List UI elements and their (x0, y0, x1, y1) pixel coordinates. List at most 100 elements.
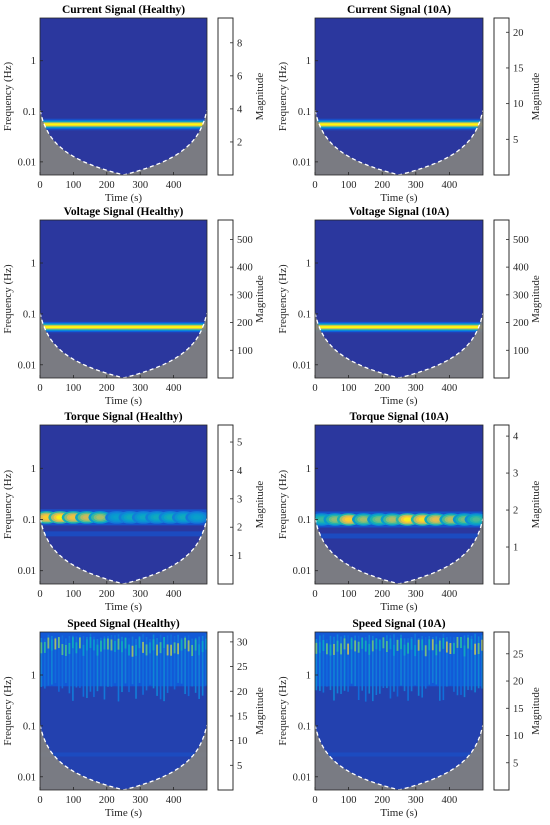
colorbar (217, 631, 234, 791)
axes-box (39, 631, 208, 791)
colorbar-tick-label: 400 (513, 263, 529, 274)
y-axis-label: Frequency (Hz) (277, 264, 289, 334)
colorbar-tick-label: 30 (237, 637, 248, 648)
chart-panel-6: 0 100 200 300 400 0.01 0.1 1 Torque Signal (10A)… (277, 411, 542, 613)
band-layer (40, 123, 207, 126)
x-tick-label: 300 (132, 180, 148, 191)
colorbar-tick-label: 400 (237, 263, 253, 274)
colorbar-tick-label: 15 (513, 63, 524, 74)
axes-box (314, 17, 484, 176)
y-tick-label: 1 (306, 259, 311, 270)
y-axis-label: Frequency (Hz) (277, 62, 289, 132)
chart-panel-3: 0 100 200 300 400 0.01 0.1 1 Voltage Signal (Hea… (2, 206, 266, 407)
colorbar-tick-label: 1 (513, 543, 518, 554)
colorbar-frame (217, 631, 234, 791)
y-tick-label: 0.01 (293, 772, 311, 783)
colorbar-tick-label: 8 (237, 38, 242, 49)
y-axis-label: Frequency (Hz) (2, 264, 14, 334)
y-tick-label: 0.01 (18, 157, 36, 168)
colorbar-label: Magnitude (254, 687, 266, 735)
colorbar-tick-label: 10 (513, 731, 524, 742)
colorbar-frame (217, 17, 234, 176)
axes-box (39, 424, 208, 585)
energy-peak (388, 517, 397, 522)
chart-title: Voltage Signal (10A) (349, 206, 450, 218)
x-axis-label: Time (s) (105, 192, 143, 204)
colorbar-tick-label: 20 (237, 687, 248, 698)
energy-peak (432, 517, 440, 522)
coi-shading (40, 313, 207, 378)
y-axis-label: Frequency (Hz) (277, 676, 289, 746)
scalogram-image (40, 220, 207, 378)
colorbar-frame (493, 424, 510, 585)
x-tick-label: 0 (37, 180, 42, 191)
colorbar-tick-label: 20 (513, 28, 524, 39)
coi-shading (315, 110, 483, 175)
scalogram-image (40, 18, 207, 175)
x-tick-label: 300 (408, 589, 424, 600)
band-layer (315, 326, 483, 329)
x-tick-label: 300 (132, 383, 148, 394)
colorbar-label: Magnitude (530, 275, 542, 323)
chart-title: Speed Signal (10A) (352, 618, 445, 630)
colorbar (493, 219, 510, 379)
y-tick-label: 1 (306, 464, 311, 475)
x-tick-label: 0 (312, 180, 317, 191)
colorbar-tick-label: 500 (513, 235, 529, 246)
y-tick-label: 0.1 (298, 721, 311, 732)
chart-panel-4: 0 100 200 300 400 0.01 0.1 1 Voltage Signal (10A… (277, 206, 542, 407)
x-tick-label: 200 (374, 795, 390, 806)
band-layer (315, 123, 483, 126)
y-axis-label: Frequency (Hz) (277, 470, 289, 540)
colorbar-frame (493, 631, 510, 791)
x-tick-label: 0 (312, 795, 317, 806)
colorbar-tick-label: 5 (513, 135, 518, 146)
hf-region (40, 632, 207, 687)
axes-box (314, 631, 484, 791)
x-tick-label: 100 (66, 383, 82, 394)
colorbar-tick-label: 5 (237, 438, 242, 449)
x-tick-label: 300 (408, 180, 424, 191)
scalogram-image (315, 425, 483, 584)
x-tick-label: 100 (66, 589, 82, 600)
colorbar-tick-label: 5 (237, 761, 242, 772)
lf-band (40, 752, 207, 757)
y-tick-label: 0.01 (18, 360, 36, 371)
x-tick-label: 400 (166, 589, 182, 600)
colorbar-label: Magnitude (254, 73, 266, 121)
colorbar-tick-label: 10 (237, 736, 248, 747)
y-tick-label: 1 (306, 56, 311, 67)
colorbar-label: Magnitude (530, 73, 542, 121)
y-axis-label: Frequency (Hz) (2, 62, 14, 132)
x-tick-label: 100 (341, 795, 357, 806)
x-tick-label: 400 (442, 383, 458, 394)
y-tick-label: 0.1 (298, 107, 311, 118)
chart-panel-1: 0 100 200 300 400 0.01 0.1 1 Current Signal (Hea… (2, 4, 266, 204)
chart-title: Voltage Signal (Healthy) (64, 206, 184, 218)
colorbar-tick-label: 1 (237, 551, 242, 562)
chart-title: Torque Signal (Healthy) (64, 411, 182, 423)
colorbar-tick-label: 2 (513, 506, 518, 517)
x-tick-label: 200 (99, 180, 115, 191)
x-tick-label: 0 (37, 795, 42, 806)
coi-shading (40, 110, 207, 175)
chart-title: Torque Signal (10A) (349, 411, 448, 423)
x-tick-label: 100 (341, 589, 357, 600)
colorbar-tick-label: 500 (237, 235, 253, 246)
x-tick-label: 400 (166, 180, 182, 191)
x-tick-label: 0 (312, 383, 317, 394)
colorbar-tick-label: 2 (237, 137, 242, 148)
chart-panel-5: 0 100 200 300 400 0.01 0.1 1 Torque Signal (Heal… (2, 411, 266, 613)
scalogram-image (315, 18, 483, 175)
colorbar-label: Magnitude (530, 687, 542, 735)
x-axis-label: Time (s) (105, 395, 143, 407)
colorbar-tick-label: 4 (237, 466, 243, 477)
colorbar-tick-label: 200 (513, 318, 529, 329)
chart-title: Speed Signal (Healthy) (67, 618, 180, 630)
colorbar-tick-label: 2 (237, 523, 242, 534)
x-tick-label: 400 (442, 795, 458, 806)
energy-peak (193, 515, 201, 520)
band-layer (40, 326, 207, 329)
colorbar (493, 17, 510, 176)
energy-peak (472, 517, 481, 522)
